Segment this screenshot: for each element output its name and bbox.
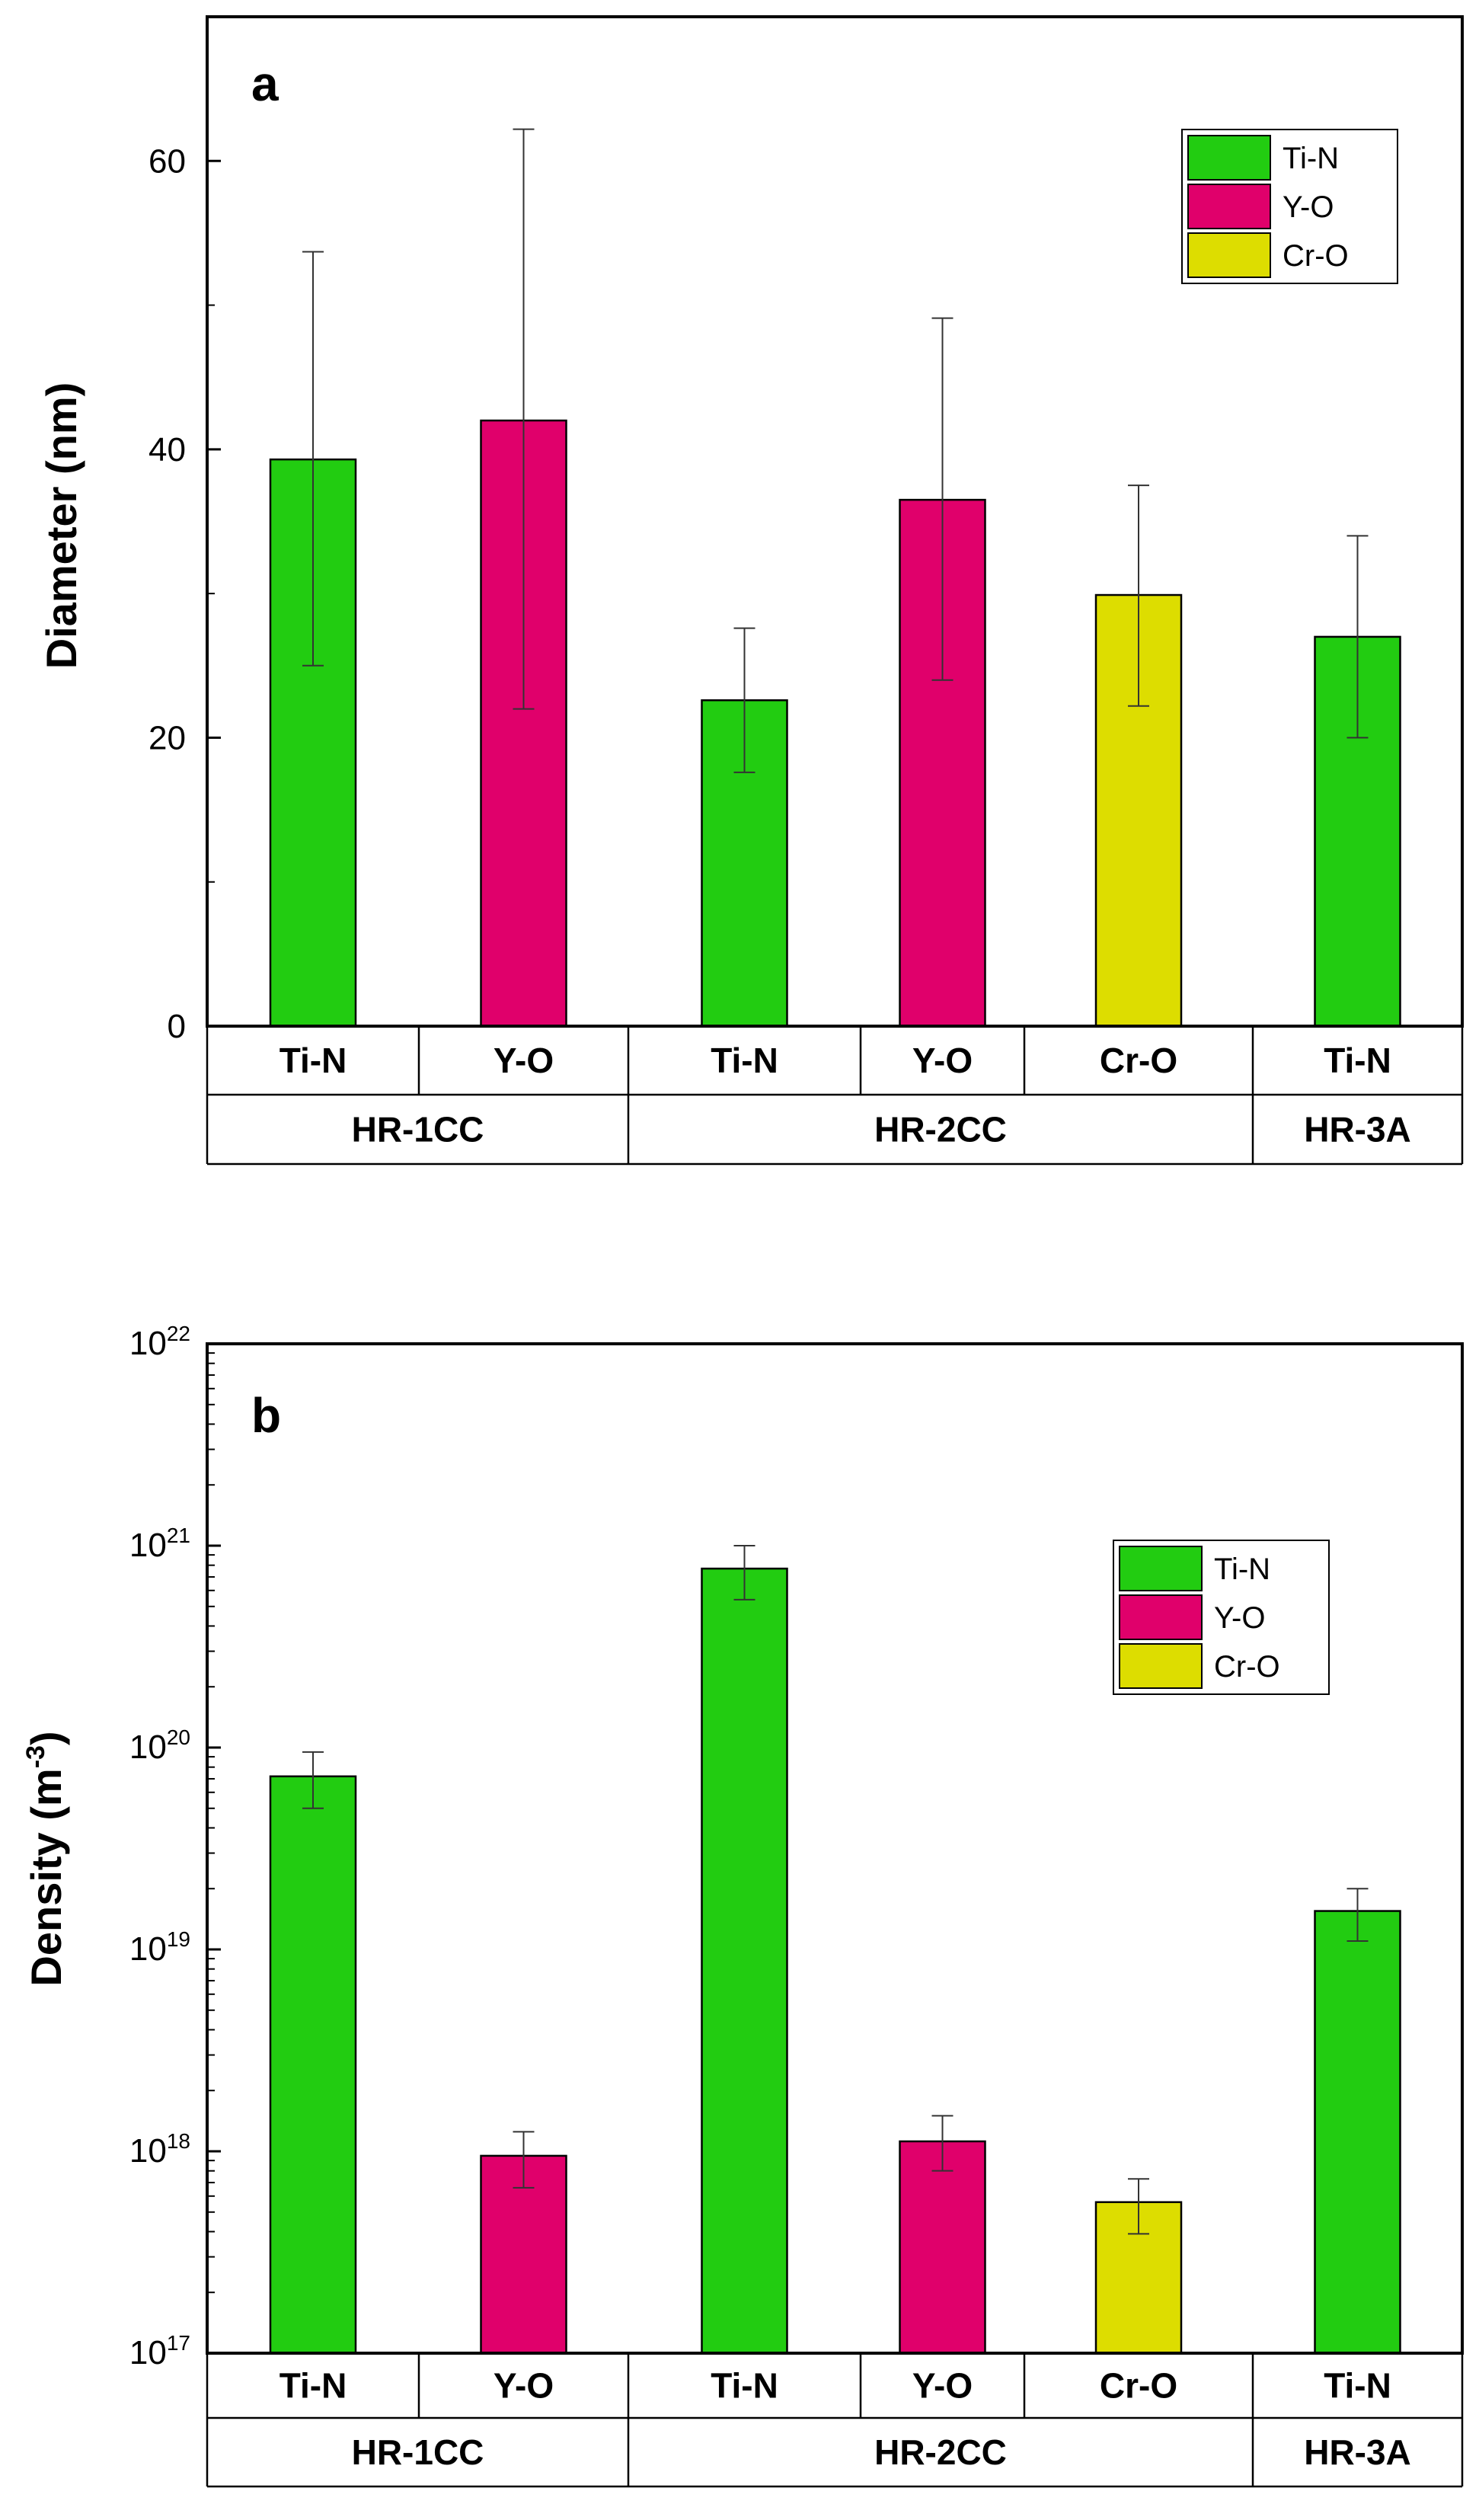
tick-exponent: 22 (167, 1322, 190, 1345)
y-tick-label: 1020 (129, 1725, 190, 1766)
y-axis-title-exponent: -3 (21, 1745, 50, 1768)
plot-frame (206, 1342, 1464, 2355)
y-tick-label: 1021 (129, 1524, 190, 1564)
panel-label: b (251, 1388, 281, 1443)
bar (269, 1775, 357, 2355)
y-tick-label: 1022 (129, 1322, 190, 1362)
legend-label: Ti-N (1283, 142, 1339, 175)
category-label: Ti-N (280, 1041, 347, 1080)
group-label: HR-3A (1304, 1110, 1411, 1150)
tick-base: 10 (129, 1325, 167, 1362)
category-label: Cr-O (1100, 1041, 1177, 1080)
y-axis-title-close: ) (22, 1731, 70, 1745)
legend-swatch (1187, 184, 1271, 229)
category-label: Y-O (912, 1041, 973, 1080)
tick-base: 10 (129, 1729, 167, 1766)
tick-exponent: 20 (167, 1725, 190, 1749)
category-label: Cr-O (1100, 2366, 1177, 2406)
tick-exponent: 18 (167, 2129, 190, 2153)
y-tick-label: 40 (149, 431, 186, 469)
legend: Ti-N Y-O Cr-O (1181, 129, 1398, 284)
legend-swatch (1187, 135, 1271, 181)
bar (1314, 1910, 1401, 2355)
legend-label: Ti-N (1214, 1553, 1270, 1586)
category-label: Y-O (912, 2366, 973, 2406)
y-tick-label: 1019 (129, 1927, 190, 1968)
category-label: Ti-N (1324, 2366, 1391, 2406)
group-label: HR-2CC (874, 2432, 1007, 2472)
tick-base: 10 (129, 1930, 167, 1968)
tick-base: 10 (129, 1527, 167, 1564)
legend-label: Cr-O (1214, 1650, 1280, 1684)
group-label: HR-1CC (352, 2432, 484, 2472)
tick-exponent: 17 (167, 2331, 190, 2355)
y-tick-label: 60 (149, 142, 186, 180)
category-label: Ti-N (1324, 1041, 1391, 1080)
y-tick-label: 1018 (129, 2129, 190, 2170)
panel-label: a (251, 56, 279, 111)
plot-frame (206, 15, 1464, 1028)
category-label: Ti-N (711, 2366, 778, 2406)
y-axis-title-text: Diameter (nm) (37, 382, 85, 670)
bar (480, 2154, 567, 2355)
y-axis-title-text: Density (m (22, 1768, 70, 1986)
bar (701, 1567, 788, 2355)
legend-label: Cr-O (1283, 239, 1349, 273)
y-axis-title: Density (m-3) (21, 1731, 70, 1986)
legend-swatch (1187, 232, 1271, 278)
tick-base: 10 (129, 2132, 167, 2170)
legend-swatch (1119, 1594, 1203, 1640)
category-label: Y-O (494, 2366, 554, 2406)
bar (899, 2140, 986, 2355)
tick-exponent: 19 (167, 1927, 190, 1951)
legend-label: Y-O (1214, 1601, 1265, 1635)
group-label: HR-3A (1304, 2432, 1411, 2472)
category-label: Ti-N (711, 1041, 778, 1080)
group-label: HR-2CC (874, 1110, 1007, 1150)
y-tick-label: 1017 (129, 2331, 190, 2371)
y-axis-title: Diameter (nm) (37, 382, 85, 670)
tick-base: 10 (129, 2334, 167, 2371)
y-tick-label: 20 (149, 719, 186, 756)
tick-exponent: 21 (167, 1524, 190, 1547)
legend: Ti-N Y-O Cr-O (1113, 1540, 1330, 1695)
legend-label: Y-O (1283, 190, 1334, 224)
y-tick-label: 0 (168, 1008, 186, 1045)
category-label: Y-O (494, 1041, 554, 1080)
group-label: HR-1CC (352, 1110, 484, 1150)
legend-swatch (1119, 1546, 1203, 1591)
category-label: Ti-N (280, 2366, 347, 2406)
legend-swatch (1119, 1643, 1203, 1689)
